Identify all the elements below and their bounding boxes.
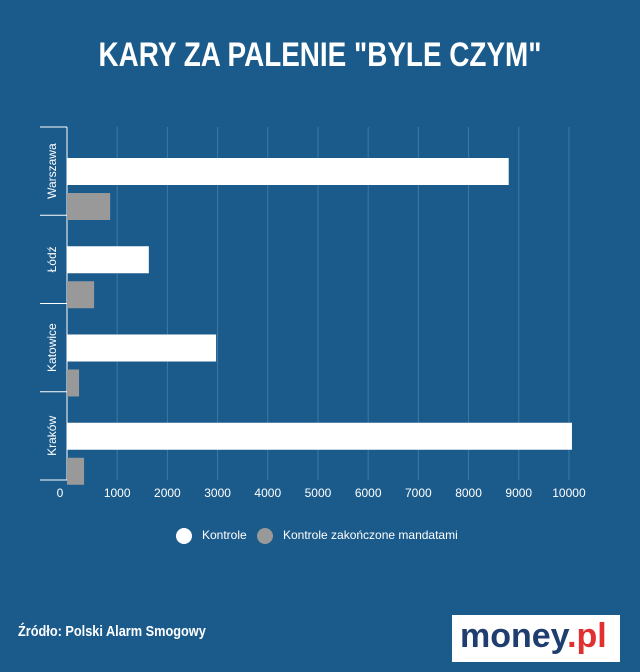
bar (67, 246, 149, 274)
y-tick-label: Warszawa (45, 143, 59, 199)
logo: money.pl (460, 617, 607, 655)
y-tick-label: Łódź (45, 246, 59, 272)
x-tick-label: 4000 (254, 486, 281, 500)
logo-main: money (460, 617, 570, 655)
x-tick-label: 8000 (455, 486, 482, 500)
legend-label: Kontrole zakończone mandatami (283, 528, 458, 542)
chart-title: KARY ZA PALENIE "BYLE CZYM" (99, 35, 542, 73)
x-tick-label: 9000 (505, 486, 532, 500)
x-tick-label: 2000 (154, 486, 181, 500)
x-tick-label: 3000 (204, 486, 231, 500)
logo-box (452, 615, 620, 662)
y-tick-label: Kraków (45, 416, 59, 456)
bar (67, 369, 80, 397)
x-tick-label: 0 (57, 486, 64, 500)
bar (67, 457, 85, 485)
bar (67, 334, 217, 362)
bar (67, 193, 111, 220)
x-tick-label: 6000 (355, 486, 382, 500)
bar (67, 281, 95, 309)
x-tick-label: 1000 (104, 486, 131, 500)
legend-label: Kontrole (202, 528, 247, 542)
y-tick-label: Katowice (45, 323, 59, 372)
source: Źródło: Polski Alarm Smogowy (18, 622, 206, 639)
legend-marker (257, 528, 273, 544)
legend-marker (176, 528, 192, 544)
x-tick-label: 5000 (305, 486, 332, 500)
x-tick-label: 7000 (405, 486, 432, 500)
logo-suffix: .pl (567, 617, 607, 655)
bar (67, 422, 572, 450)
x-tick-label: 10000 (552, 486, 586, 500)
bar (67, 158, 509, 185)
